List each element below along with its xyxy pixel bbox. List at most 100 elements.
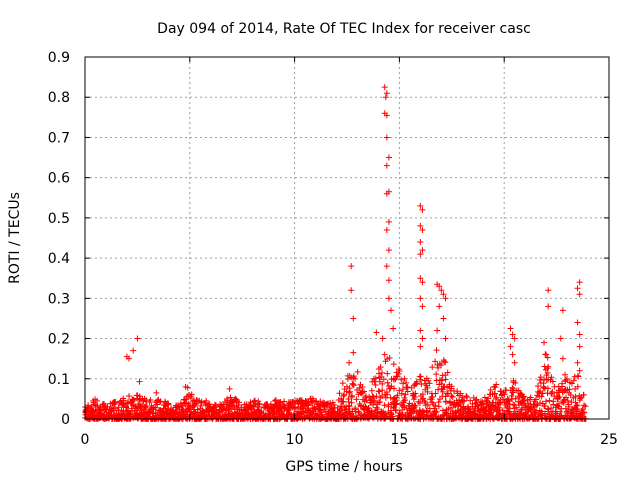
data-point bbox=[375, 388, 382, 395]
data-point bbox=[481, 394, 488, 401]
data-point bbox=[463, 392, 470, 399]
data-point bbox=[381, 402, 388, 409]
data-point bbox=[417, 222, 424, 229]
data-point bbox=[346, 359, 353, 366]
data-point bbox=[511, 359, 518, 366]
data-point bbox=[349, 381, 356, 388]
data-point bbox=[376, 388, 383, 395]
data-point bbox=[564, 397, 571, 404]
data-point bbox=[548, 405, 555, 412]
data-point bbox=[385, 247, 392, 254]
data-point bbox=[413, 378, 420, 385]
data-point bbox=[512, 380, 519, 386]
data-point bbox=[129, 408, 136, 415]
data-point bbox=[467, 397, 474, 404]
data-point bbox=[417, 275, 424, 282]
data-point bbox=[538, 393, 545, 400]
data-point bbox=[560, 399, 567, 406]
data-point bbox=[370, 398, 377, 405]
data-point bbox=[436, 381, 443, 388]
data-point bbox=[85, 402, 92, 409]
data-point bbox=[349, 380, 356, 387]
data-point bbox=[383, 134, 390, 141]
data-point bbox=[484, 399, 491, 406]
data-point bbox=[567, 392, 574, 399]
data-point bbox=[136, 378, 143, 385]
x-axis-label: GPS time / hours bbox=[285, 459, 402, 475]
data-point bbox=[541, 403, 548, 410]
y-tick-label: 0.2 bbox=[48, 332, 70, 348]
data-point bbox=[510, 401, 517, 408]
data-point bbox=[165, 401, 172, 408]
data-point bbox=[544, 354, 551, 361]
data-point bbox=[548, 374, 555, 381]
data-point bbox=[425, 377, 432, 384]
data-point bbox=[215, 409, 222, 416]
data-point bbox=[227, 394, 234, 401]
y-tick-label: 0 bbox=[61, 412, 70, 428]
data-point bbox=[163, 401, 170, 408]
data-point bbox=[370, 393, 377, 400]
data-point bbox=[126, 355, 133, 362]
data-point bbox=[383, 226, 390, 233]
data-point bbox=[393, 397, 400, 404]
data-point bbox=[356, 385, 363, 392]
data-point bbox=[317, 398, 324, 405]
data-point bbox=[184, 384, 191, 391]
data-point bbox=[379, 380, 386, 387]
data-point bbox=[581, 409, 588, 416]
data-point bbox=[142, 404, 149, 411]
y-tick-label: 0.7 bbox=[48, 130, 70, 146]
data-point bbox=[432, 390, 439, 397]
data-point bbox=[412, 402, 419, 409]
data-point bbox=[554, 410, 561, 417]
x-axis-ticks: 0 5 10 15 20 25 bbox=[81, 57, 618, 448]
y-tick-label: 0.6 bbox=[48, 171, 70, 187]
data-point bbox=[396, 387, 403, 394]
data-point bbox=[120, 395, 127, 402]
data-point bbox=[534, 383, 541, 390]
data-point bbox=[382, 94, 389, 101]
data-point bbox=[112, 399, 119, 406]
data-point bbox=[226, 385, 233, 392]
data-point bbox=[533, 402, 540, 409]
data-point bbox=[563, 394, 570, 401]
data-point bbox=[348, 392, 355, 399]
data-point bbox=[537, 374, 544, 381]
data-point bbox=[372, 375, 379, 382]
data-point bbox=[327, 400, 334, 407]
data-point bbox=[574, 319, 581, 326]
data-point bbox=[426, 380, 433, 387]
data-point bbox=[388, 307, 395, 314]
data-point bbox=[375, 370, 382, 377]
data-point bbox=[390, 376, 397, 383]
data-point bbox=[373, 329, 380, 336]
data-point bbox=[330, 401, 337, 408]
data-point bbox=[427, 409, 434, 416]
y-tick-label: 0.5 bbox=[48, 211, 70, 227]
data-point bbox=[188, 391, 195, 398]
data-point bbox=[442, 359, 449, 366]
data-point bbox=[339, 380, 346, 387]
data-point bbox=[341, 391, 348, 398]
data-point bbox=[424, 401, 431, 408]
data-point bbox=[359, 384, 366, 391]
data-point bbox=[391, 385, 398, 392]
data-point bbox=[549, 388, 556, 395]
x-tick-label: 10 bbox=[286, 432, 304, 448]
data-point bbox=[147, 397, 154, 404]
data-point bbox=[373, 393, 380, 400]
data-point bbox=[509, 389, 516, 396]
data-point bbox=[372, 382, 379, 389]
data-point bbox=[383, 90, 390, 97]
data-point bbox=[390, 361, 397, 368]
data-point bbox=[379, 387, 386, 394]
data-point bbox=[562, 377, 569, 384]
x-tick-label: 25 bbox=[600, 432, 618, 448]
data-point bbox=[236, 399, 243, 406]
data-point bbox=[309, 400, 316, 407]
data-point bbox=[392, 407, 399, 414]
data-point bbox=[544, 369, 551, 376]
data-point bbox=[545, 363, 552, 370]
